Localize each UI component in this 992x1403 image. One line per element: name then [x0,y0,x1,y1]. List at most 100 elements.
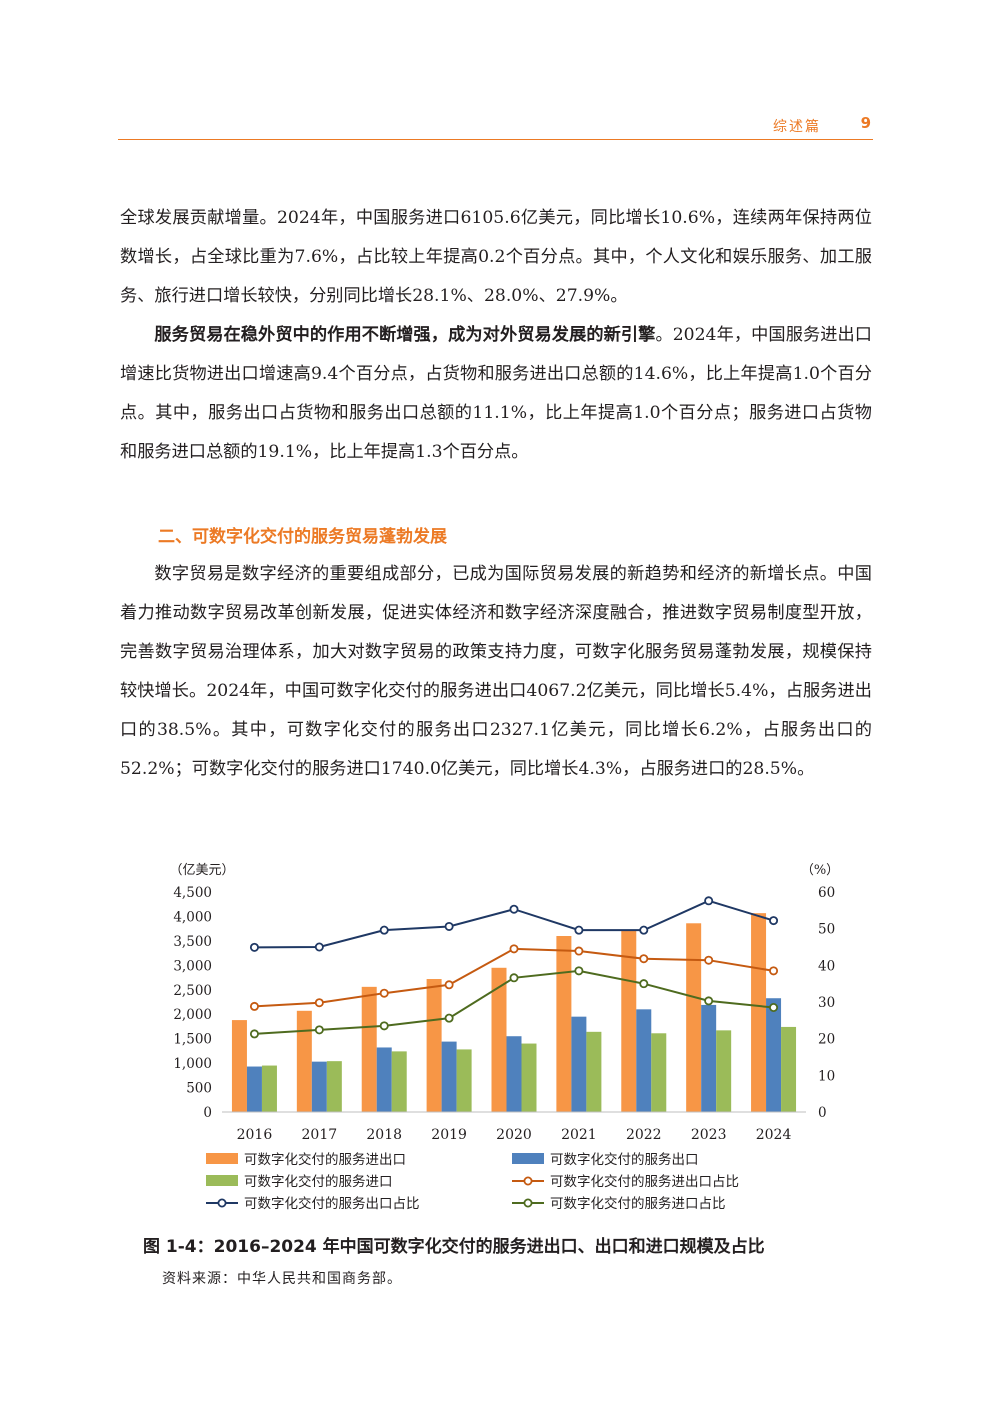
bar-1 [686,923,702,1112]
line-point-1 [574,946,584,956]
legend-swatch [512,1153,544,1164]
legend-label: 可数字化交付的服务出口占比 [244,1195,420,1212]
bar-3 [586,1031,602,1112]
y-tick-left-label: 2,500 [173,983,212,999]
paragraph-1: 全球发展贡献增量。2024年，中国服务进口6105.6亿美元，同比增长10.6%… [120,199,872,316]
x-tick-label: 2017 [302,1127,338,1143]
y-tick-left-label: 1,500 [173,1032,212,1048]
y-tick-right-label: 30 [818,995,835,1011]
legend-label: 可数字化交付的服务出口 [550,1151,699,1168]
bar-3 [716,1030,732,1112]
y-tick-left-label: 500 [186,1081,212,1097]
legend-swatch [206,1175,238,1186]
bar-3 [391,1051,407,1112]
y-tick-left-label: 4,000 [173,909,212,925]
line-point-1 [444,980,454,990]
x-tick-label: 2023 [691,1127,727,1143]
bar-2 [636,1009,652,1112]
paragraph-1-text: 全球发展贡献增量。2024年，中国服务进口6105.6亿美元，同比增长10.6%… [120,208,872,306]
bar-2 [311,1061,327,1112]
y-tick-left-label: 3,500 [173,934,212,950]
bar-3 [261,1065,277,1112]
bar-1 [556,936,572,1112]
y-tick-left-label: 2,000 [173,1007,212,1023]
line-point-1 [314,998,324,1008]
line-point-2 [249,942,259,952]
line-point-1 [769,966,779,976]
y-tick-left-label: 4,500 [173,885,212,901]
x-tick-label: 2021 [561,1127,597,1143]
x-tick-label: 2022 [626,1127,662,1143]
bar-2 [766,998,782,1112]
x-tick-label: 2018 [366,1127,402,1143]
legend-label: 可数字化交付的服务进出口 [244,1151,406,1168]
bar-3 [326,1061,342,1112]
paragraph-2-body: 。2024年，中国服务进出口增速比货物进出口增速高9.4个百分点，占货物和服务进… [120,325,872,462]
bar-2 [506,1036,522,1112]
y-tick-left-label: 1,000 [173,1056,212,1072]
legend-swatch-marker [523,1176,533,1186]
bar-1 [231,1020,247,1112]
bar-1 [621,930,637,1112]
x-tick-label: 2020 [496,1127,532,1143]
paragraph-2-text: 服务贸易在稳外贸中的作用不断增强，成为对外贸易发展的新引擎。2024年，中国服务… [120,316,872,472]
y-tick-right-label: 60 [818,885,835,901]
bar-1 [751,913,767,1112]
line-point-3 [379,1021,389,1031]
line-point-2 [314,942,324,952]
bar-3 [781,1026,797,1112]
y-tick-left-label: 3,000 [173,958,212,974]
y-axis-left-label: （亿美元） [169,863,234,878]
line-point-1 [249,1001,259,1011]
legend-label: 可数字化交付的服务进口 [244,1173,393,1190]
bar-2 [376,1047,392,1112]
chart-svg: （亿美元） （%）05001,0001,5002,0002,5003,0003,5… [169,863,839,1212]
line-point-3 [249,1029,259,1039]
y-tick-right-label: 20 [818,1032,835,1048]
line-point-3 [704,996,714,1006]
bar-2 [701,1004,717,1112]
line-point-2 [704,896,714,906]
section-title: 综述篇 [773,119,821,135]
line-point-2 [509,904,519,914]
line-point-3 [574,966,584,976]
legend-label: 可数字化交付的服务进出口占比 [550,1173,739,1190]
bar-1 [361,986,377,1112]
y-tick-right-label: 10 [818,1068,835,1084]
legend-swatch [206,1153,238,1164]
source-note: 资料来源：中华人民共和国商务部。 [162,1271,402,1287]
y-axis-right-label: （%） [801,863,839,878]
section-heading: 二、可数字化交付的服务贸易蓬勃发展 [158,527,447,547]
bar-2 [246,1066,262,1112]
legend-swatch-marker [217,1198,227,1208]
line-point-2 [769,916,779,926]
line-point-2 [574,925,584,935]
line-point-1 [704,955,714,965]
paragraph-2: 服务贸易在稳外贸中的作用不断增强，成为对外贸易发展的新引擎。2024年，中国服务… [120,316,872,472]
page-number: 9 [860,114,871,132]
page-header: 综述篇 9 [118,112,873,140]
paragraph-3-text: 数字贸易是数字经济的重要组成部分，已成为国际贸易发展的新趋势和经济的新增长点。中… [120,564,872,779]
figure-caption: 图 1-4：2016–2024 年中国可数字化交付的服务进出口、出口和进口规模及… [143,1237,765,1257]
y-tick-left-label: 0 [203,1105,212,1121]
legend-swatch-marker [523,1198,533,1208]
line-point-2 [444,921,454,931]
y-tick-right-label: 50 [818,922,835,938]
x-tick-label: 2016 [237,1127,273,1143]
y-tick-right-label: 0 [818,1105,827,1121]
legend-label: 可数字化交付的服务进口占比 [550,1195,726,1212]
line-point-3 [769,1002,779,1012]
x-tick-label: 2019 [431,1127,467,1143]
bar-1 [296,1010,312,1112]
y-tick-right-label: 40 [818,958,835,974]
line-point-3 [509,973,519,983]
line-point-1 [509,944,519,954]
bar-3 [651,1033,667,1112]
line-point-3 [444,1013,454,1023]
chart: （亿美元） （%） 0 500 1,000 1,500 2,000 2,500 3,000 3,5… [150,854,850,1219]
bar-3 [521,1043,537,1112]
line-point-3 [314,1025,324,1035]
bar-2 [441,1041,457,1112]
line-point-2 [639,925,649,935]
paragraph-3: 数字贸易是数字经济的重要组成部分，已成为国际贸易发展的新趋势和经济的新增长点。中… [120,555,872,789]
